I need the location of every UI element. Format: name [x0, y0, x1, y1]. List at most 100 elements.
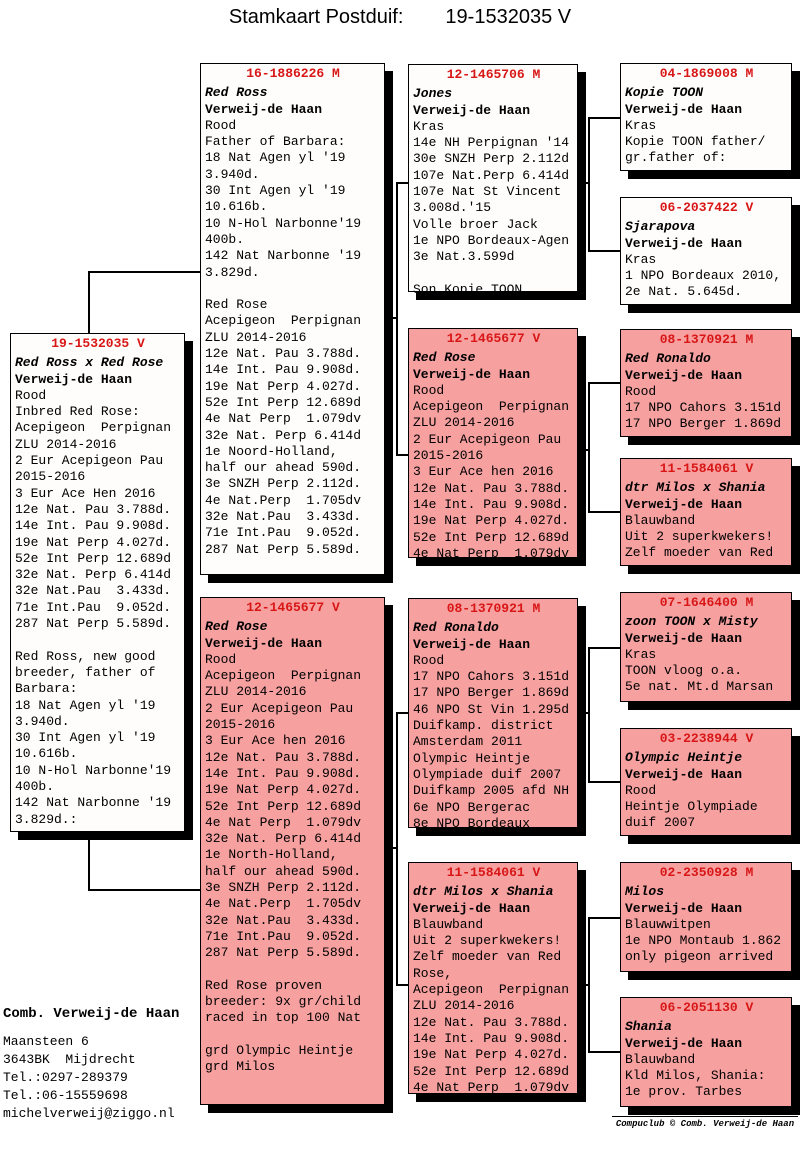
contact-name: Comb. Verweij-de Haan [3, 1006, 180, 1022]
pedigree-box-dds: 02-2350928 M Milos Verweij-de Haan Blauw… [620, 862, 792, 972]
box-ring: 16-1886226 M [246, 66, 340, 81]
box-ring: 12-1465706 M [446, 67, 541, 82]
connector-line [588, 117, 620, 119]
box-name: Sjarapova [625, 219, 696, 235]
box-owner: Verweij-de Haan [413, 366, 531, 382]
connector-line [578, 984, 589, 986]
connector-line [588, 647, 590, 783]
pedigree-box-sss: 04-1869008 M Kopie TOON Verweij-de Haan … [620, 63, 792, 171]
box-name: Shania [625, 1019, 672, 1035]
page-title: Stamkaart Postduif: 19-1532035 V [0, 6, 800, 29]
box-name: Kopie TOON [625, 85, 704, 101]
box-name: Red Ronaldo [413, 620, 499, 636]
box-owner: Verweij-de Haan [625, 496, 743, 512]
connector-line [588, 917, 620, 919]
box-ring: 11-1584061 V [446, 865, 541, 880]
connector-line [89, 889, 200, 891]
footer-credit: Compuclub © Comb. Verweij-de Haan [612, 1116, 798, 1129]
box-owner: Verweij-de Haan [625, 101, 743, 117]
pedigree-box-sdd: 11-1584061 V dtr Milos x Shania Verweij-… [620, 458, 792, 566]
connector-line [588, 117, 590, 252]
connector-line [396, 712, 408, 714]
box-name: dtr Milos x Shania [625, 480, 766, 496]
pedigree-box-dss: 07-1646400 M zoon TOON x Misty Verweij-d… [620, 592, 792, 702]
pedigree-box-sire-sire: 12-1465706 M Jones Verweij-de Haan Kras … [408, 64, 578, 297]
connector-line [588, 382, 590, 513]
connector-line [588, 917, 590, 1053]
box-owner: Verweij-de Haan [625, 367, 743, 383]
box-owner: Verweij-de Haan [413, 102, 531, 118]
box-owner: Verweij-de Haan [205, 635, 323, 651]
pedigree-box-ddd: 06-2051130 V Shania Verweij-de Haan Blau… [620, 997, 792, 1107]
connector-line [385, 847, 397, 849]
box-ring: 06-2051130 V [659, 1000, 754, 1015]
connector-line [588, 1051, 620, 1053]
connector-line [396, 454, 408, 456]
connector-line [588, 647, 620, 649]
box-name: dtr Milos x Shania [413, 884, 554, 900]
connector-line [578, 712, 589, 714]
connector-line [588, 250, 620, 252]
box-owner: Verweij-de Haan [625, 235, 743, 251]
box-details: Blauwband Uit 2 superkwekers! Zelf moede… [413, 916, 570, 1095]
box-ring: 04-1869008 M [659, 66, 754, 81]
contact-details: Maansteen 6 3643BK Mijdrecht Tel.:0297-2… [3, 1034, 175, 1121]
box-details: Rood Heintje Olympiade duif 2007 [625, 782, 758, 831]
box-details: Rood 17 NPO Cahors 3.151d 17 NPO Berger … [625, 383, 782, 432]
box-owner: Verweij-de Haan [205, 101, 323, 117]
box-ring: 06-2037422 V [659, 200, 754, 215]
box-details: Rood Inbred Red Rose: Acepigeon Perpigna… [15, 387, 172, 827]
box-owner: Verweij-de Haan [625, 900, 743, 916]
box-details: Rood Father of Barbara: 18 Nat Agen yl '… [205, 117, 362, 557]
connector-line [396, 182, 398, 456]
box-ring: 02-2350928 M [659, 865, 754, 880]
box-name: Red Rose [205, 619, 268, 635]
box-details: Rood Acepigeon Perpignan ZLU 2014-2016 2… [413, 382, 570, 561]
connector-line [578, 182, 589, 184]
pedigree-box-dam-sire: 08-1370921 M Red Ronaldo Verweij-de Haan… [408, 598, 578, 831]
box-name: Milos [625, 884, 665, 900]
connector-line [385, 317, 397, 319]
box-ring: 08-1370921 M [659, 332, 754, 347]
box-owner: Verweij-de Haan [625, 630, 743, 646]
box-details: Kras 14e NH Perpignan '14 30e SNZH Perp … [413, 118, 570, 297]
box-details: Kras TOON vloog o.a. 5e nat. Mt.d Marsan [625, 646, 774, 695]
connector-line [396, 182, 408, 184]
pedigree-box-dam-dam: 11-1584061 V dtr Milos x Shania Verweij-… [408, 862, 578, 1095]
connector-line [396, 984, 408, 986]
pedigree-box-dam: 12-1465677 V Red Rose Verweij-de Haan Ro… [200, 597, 385, 1105]
page-title-label: Stamkaart Postduif: [228, 6, 404, 28]
ring-number: 19-1532035 V [445, 6, 572, 28]
box-details: Blauwband Kld Milos, Shania: 1e prov. Ta… [625, 1051, 766, 1100]
connector-line [588, 781, 620, 783]
connector-line [89, 271, 200, 273]
box-details: Rood 17 NPO Cahors 3.151d 17 NPO Berger … [413, 652, 570, 831]
connector-line [396, 712, 398, 986]
box-ring: 08-1370921 M [446, 601, 541, 616]
pedigree-box-sire-dam: 12-1465677 V Red Rose Verweij-de Haan Ro… [408, 328, 578, 561]
box-ring: 07-1646400 M [659, 595, 754, 610]
box-ring: 19-1532035 V [51, 336, 145, 351]
pedigree-box-sire: 16-1886226 M Red Ross Verweij-de Haan Ro… [200, 63, 385, 575]
box-details: Kras Kopie TOON father/ gr.father of: [625, 117, 766, 166]
contact-block: Comb. Verweij-de Haan Maansteen 6 3643BK… [3, 1005, 179, 1123]
box-name: Jones [413, 86, 453, 102]
box-details: Blauwwitpen 1e NPO Montaub 1.862 only pi… [625, 916, 782, 965]
box-owner: Verweij-de Haan [413, 900, 531, 916]
box-name: Olympic Heintje [625, 750, 743, 766]
box-name: zoon TOON x Misty [625, 614, 758, 630]
connector-line [578, 449, 589, 451]
box-owner: Verweij-de Haan [15, 371, 133, 387]
box-owner: Verweij-de Haan [625, 766, 743, 782]
box-name: Red Rose [413, 350, 476, 366]
box-ring: 12-1465677 V [246, 600, 340, 615]
box-ring: 03-2238944 V [659, 731, 754, 746]
box-ring: 12-1465677 V [446, 331, 541, 346]
connector-line [588, 382, 620, 384]
box-owner: Verweij-de Haan [413, 636, 531, 652]
pedigree-box-dsd: 03-2238944 V Olympic Heintje Verweij-de … [620, 728, 792, 836]
pedigree-box-sds: 08-1370921 M Red Ronaldo Verweij-de Haan… [620, 329, 792, 437]
box-name: Red Ross x Red Rose [15, 355, 164, 371]
connector-line [588, 511, 620, 513]
